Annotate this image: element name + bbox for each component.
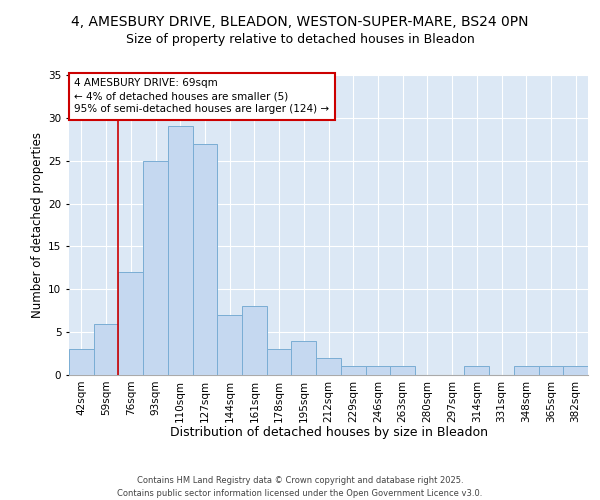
Bar bbox=[193, 144, 217, 375]
Text: Size of property relative to detached houses in Bleadon: Size of property relative to detached ho… bbox=[125, 32, 475, 46]
Text: 4 AMESBURY DRIVE: 69sqm
← 4% of detached houses are smaller (5)
95% of semi-deta: 4 AMESBURY DRIVE: 69sqm ← 4% of detached… bbox=[74, 78, 329, 114]
Text: 4, AMESBURY DRIVE, BLEADON, WESTON-SUPER-MARE, BS24 0PN: 4, AMESBURY DRIVE, BLEADON, WESTON-SUPER… bbox=[71, 15, 529, 29]
Bar bbox=[464, 366, 489, 375]
Bar bbox=[390, 366, 415, 375]
Y-axis label: Number of detached properties: Number of detached properties bbox=[31, 132, 44, 318]
Bar bbox=[316, 358, 341, 375]
Bar bbox=[168, 126, 193, 375]
Bar bbox=[563, 366, 588, 375]
Bar bbox=[267, 350, 292, 375]
Bar bbox=[365, 366, 390, 375]
Bar bbox=[69, 350, 94, 375]
Bar bbox=[514, 366, 539, 375]
Bar bbox=[118, 272, 143, 375]
Bar bbox=[94, 324, 118, 375]
Bar bbox=[341, 366, 365, 375]
Text: Contains HM Land Registry data © Crown copyright and database right 2025.
Contai: Contains HM Land Registry data © Crown c… bbox=[118, 476, 482, 498]
Bar bbox=[242, 306, 267, 375]
Bar bbox=[217, 315, 242, 375]
X-axis label: Distribution of detached houses by size in Bleadon: Distribution of detached houses by size … bbox=[170, 426, 487, 439]
Bar bbox=[292, 340, 316, 375]
Bar bbox=[143, 160, 168, 375]
Bar bbox=[539, 366, 563, 375]
